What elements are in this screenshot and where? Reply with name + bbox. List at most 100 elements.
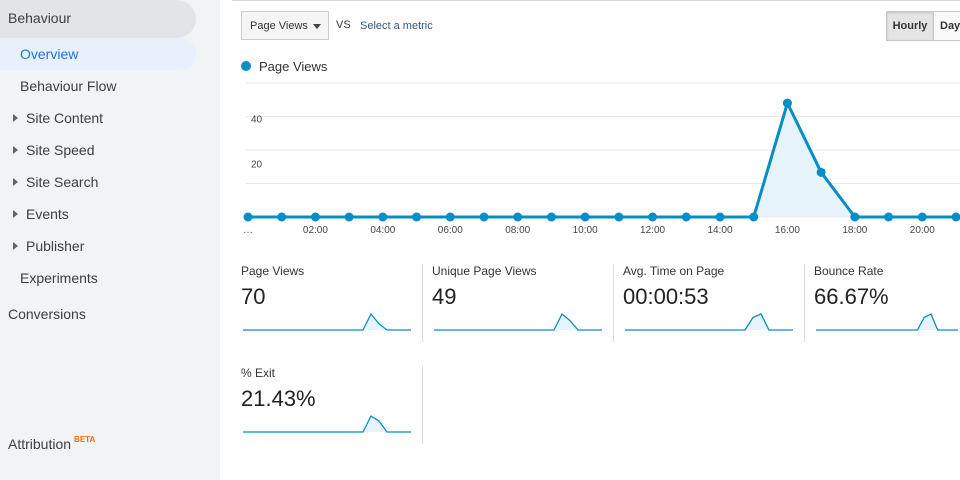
metric-value: 00:00:53 bbox=[623, 284, 709, 309]
legend-marker-icon bbox=[241, 61, 251, 71]
sidebar-item-events[interactable]: Events bbox=[0, 206, 200, 224]
data-point[interactable] bbox=[749, 212, 759, 222]
data-point[interactable] bbox=[782, 98, 792, 108]
y-tick-label: 40 bbox=[251, 115, 263, 126]
sparkline-area bbox=[816, 314, 958, 330]
sparkline-line bbox=[434, 312, 602, 331]
caret-right-icon bbox=[13, 210, 18, 218]
header-divider bbox=[232, 0, 960, 1]
card-divider bbox=[613, 264, 614, 342]
sidebar-section-label: Behaviour bbox=[8, 10, 72, 26]
chevron-down-icon bbox=[313, 24, 321, 29]
beta-badge: BETA bbox=[74, 435, 96, 444]
x-tick-label: 14:00 bbox=[707, 225, 732, 236]
x-tick-label: 20:00 bbox=[910, 225, 935, 236]
data-point[interactable] bbox=[715, 212, 725, 222]
attribution-label: Attribution bbox=[8, 436, 72, 452]
sidebar-item-label: Publisher bbox=[26, 238, 85, 254]
sparkline bbox=[434, 312, 602, 331]
card-divider bbox=[422, 366, 423, 444]
sparkline-line bbox=[243, 415, 411, 433]
metric-value: 49 bbox=[432, 284, 457, 309]
metric-title: % Exit bbox=[241, 366, 276, 380]
sidebar-item-label: Events bbox=[26, 206, 69, 222]
data-point[interactable] bbox=[917, 212, 927, 222]
data-point[interactable] bbox=[412, 212, 422, 222]
caret-right-icon bbox=[13, 146, 18, 154]
data-point[interactable] bbox=[580, 212, 590, 222]
x-tick-label: 08:00 bbox=[505, 225, 530, 236]
sidebar-section-conversions[interactable]: Conversions bbox=[8, 306, 86, 322]
sidebar-item-behaviour-flow[interactable]: Behaviour Flow bbox=[20, 78, 117, 94]
data-point[interactable] bbox=[479, 212, 489, 222]
sidebar-item-site-search[interactable]: Site Search bbox=[0, 174, 200, 192]
data-point[interactable] bbox=[614, 212, 624, 222]
data-point[interactable] bbox=[951, 212, 960, 222]
card-divider bbox=[422, 264, 423, 342]
metric-title: Page Views bbox=[241, 264, 305, 278]
data-point[interactable] bbox=[277, 212, 287, 222]
sidebar-section-behaviour[interactable] bbox=[0, 0, 196, 38]
sidebar: Behaviour Overview Behaviour Flow Site C… bbox=[0, 0, 220, 480]
x-tick-label: … bbox=[243, 225, 253, 236]
page-views-chart: 60 40 20 … 02:00 04:00 06:00 08:00 10:00 12:00 14:… bbox=[243, 80, 960, 236]
metric-select[interactable]: Page Views bbox=[241, 11, 329, 40]
x-tick-label: 06:00 bbox=[438, 225, 463, 236]
sidebar-item-experiments[interactable]: Experiments bbox=[20, 270, 98, 286]
vs-label: VS bbox=[336, 19, 351, 31]
metric-card-unique-page-views[interactable]: Unique Page Views 49 bbox=[432, 264, 622, 342]
x-tick-label: 04:00 bbox=[370, 225, 395, 236]
metric-value: 66.67% bbox=[814, 284, 889, 309]
caret-right-icon bbox=[13, 242, 18, 250]
metric-card-exit[interactable]: % Exit 21.43% bbox=[241, 366, 431, 444]
sidebar-item-site-content[interactable]: Site Content bbox=[0, 110, 200, 128]
sparkline bbox=[816, 313, 958, 331]
series-area bbox=[248, 103, 956, 217]
data-point[interactable] bbox=[681, 212, 691, 222]
select-metric-link[interactable]: Select a metric bbox=[360, 20, 433, 32]
metric-card-bounce-rate[interactable]: Bounce Rate 66.67% bbox=[814, 264, 960, 342]
data-point[interactable] bbox=[648, 212, 658, 222]
day-button[interactable]: Day bbox=[933, 12, 960, 40]
metric-value: 21.43% bbox=[241, 386, 316, 411]
metric-select-value: Page Views bbox=[250, 20, 308, 32]
caret-right-icon bbox=[13, 178, 18, 186]
metric-card-avg-time-on-page[interactable]: Avg. Time on Page 00:00:53 bbox=[623, 264, 813, 342]
x-tick-label: 16:00 bbox=[775, 225, 800, 236]
data-point[interactable] bbox=[378, 212, 388, 222]
card-divider bbox=[804, 264, 805, 342]
sidebar-item-label: Site Search bbox=[26, 174, 99, 190]
sparkline-line bbox=[625, 313, 793, 331]
data-point[interactable] bbox=[445, 212, 455, 222]
metric-card-page-views[interactable]: Page Views 70 bbox=[241, 264, 431, 342]
data-point[interactable] bbox=[884, 212, 894, 222]
data-point[interactable] bbox=[513, 212, 523, 222]
metric-title: Unique Page Views bbox=[432, 264, 537, 278]
sparkline bbox=[625, 313, 793, 331]
data-point[interactable] bbox=[850, 212, 860, 222]
data-point[interactable] bbox=[816, 167, 826, 177]
x-tick-label: 10:00 bbox=[573, 225, 598, 236]
y-tick-label: 60 bbox=[251, 80, 263, 81]
sidebar-item-label: Site Content bbox=[26, 110, 104, 126]
y-tick-label: 20 bbox=[251, 159, 263, 170]
metric-value: 70 bbox=[241, 284, 266, 309]
sidebar-item-site-speed[interactable]: Site Speed bbox=[0, 142, 200, 160]
legend-label: Page Views bbox=[259, 59, 328, 74]
sidebar-item-label: Site Speed bbox=[26, 142, 95, 158]
x-tick-label: 02:00 bbox=[303, 225, 328, 236]
sidebar-section-attribution[interactable]: Attribution BETA bbox=[8, 435, 96, 452]
data-point[interactable] bbox=[344, 212, 354, 222]
metric-title: Avg. Time on Page bbox=[623, 264, 725, 278]
sparkline-area bbox=[243, 314, 411, 330]
sidebar-item-publisher[interactable]: Publisher bbox=[0, 238, 200, 256]
data-point[interactable] bbox=[310, 212, 320, 222]
caret-right-icon bbox=[13, 114, 18, 122]
sidebar-item-overview[interactable] bbox=[0, 38, 196, 70]
hourly-button[interactable]: Hourly bbox=[887, 12, 933, 40]
sparkline-line bbox=[816, 313, 958, 331]
data-point[interactable] bbox=[546, 212, 556, 222]
sidebar-item-label: Overview bbox=[20, 46, 79, 62]
data-point[interactable] bbox=[243, 212, 253, 222]
sparkline bbox=[243, 415, 411, 433]
